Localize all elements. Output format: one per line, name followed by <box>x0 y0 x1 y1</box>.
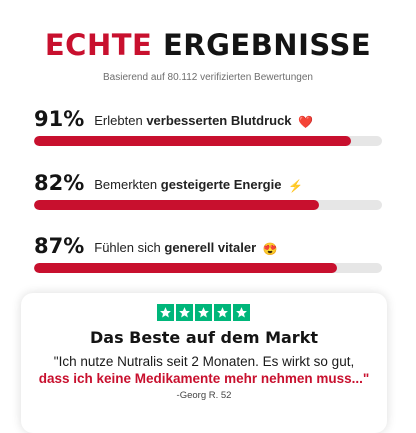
stat-text-bold: gesteigerte Energie <box>160 177 282 192</box>
stat-energy: 82% Bemerkten gesteigerte Energie ⚡ <box>34 167 384 215</box>
stat-text: Fühlen sich generell vitaler 😍 <box>94 239 277 258</box>
star-rating <box>157 304 250 321</box>
review-author: -Georg R. 52 <box>176 390 232 401</box>
trustpilot-star-icon <box>195 304 212 321</box>
progress-fill <box>34 263 337 273</box>
stat-vitality: 87% Fühlen sich generell vitaler 😍 <box>34 230 384 278</box>
progress-track <box>34 136 382 146</box>
stat-percent: 87% <box>34 234 85 258</box>
review-title: Das Beste auf dem Markt <box>90 328 318 347</box>
progress-fill <box>34 200 320 210</box>
review-card: Das Beste auf dem Markt "Ich nutze Nutra… <box>21 293 387 433</box>
review-quote: "Ich nutze Nutralis seit 2 Monaten. Es w… <box>29 353 379 387</box>
review-quote-plain: "Ich nutze Nutralis seit 2 Monaten. Es w… <box>53 354 355 369</box>
progress-track <box>34 263 382 273</box>
review-quote-highlight: dass ich keine Medikamente mehr nehmen m… <box>38 371 370 386</box>
subtitle: Basierend auf 80.112 verifizierten Bewer… <box>103 72 313 83</box>
progress-fill <box>34 136 351 146</box>
stat-text-bold: generell vitaler <box>164 240 257 255</box>
red-heart-icon: ❤️ <box>298 114 314 129</box>
progress-track <box>34 200 382 210</box>
title-accent: ECHTE <box>44 28 153 62</box>
stat-text: Erlebten verbesserten Blutdruck ❤️ <box>94 112 313 131</box>
trustpilot-star-icon <box>214 304 231 321</box>
page-title: ECHTE ERGEBNISSE <box>0 28 416 62</box>
trustpilot-star-icon <box>233 304 250 321</box>
trustpilot-star-icon <box>176 304 193 321</box>
heart-eyes-face-icon: 😍 <box>262 241 278 256</box>
stat-text-plain: Fühlen sich <box>94 240 161 255</box>
stat-percent: 91% <box>34 107 85 131</box>
title-main: ERGEBNISSE <box>162 28 372 62</box>
stat-percent: 82% <box>34 171 85 195</box>
trustpilot-star-icon <box>157 304 174 321</box>
stat-blood-pressure: 91% Erlebten verbesserten Blutdruck ❤️ <box>34 103 384 151</box>
stat-text-bold: verbesserten Blutdruck <box>146 113 292 128</box>
stat-text-plain: Bemerkten <box>94 177 158 192</box>
stat-text-plain: Erlebten <box>94 113 143 128</box>
lightning-bolt-icon: ⚡ <box>288 178 303 193</box>
stat-text: Bemerkten gesteigerte Energie ⚡ <box>94 176 303 195</box>
